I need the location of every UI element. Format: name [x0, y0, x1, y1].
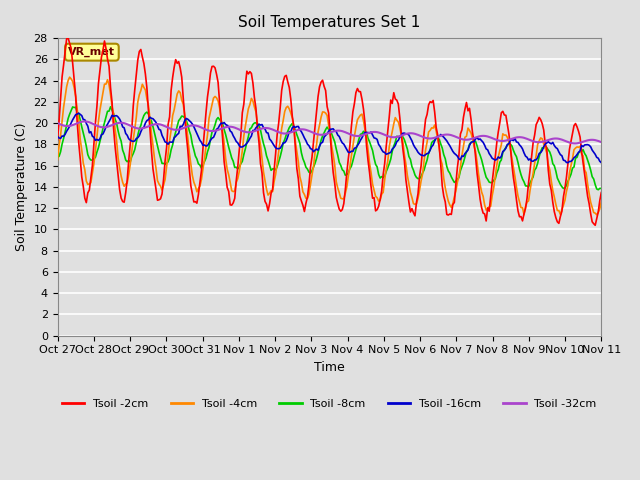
Text: VR_met: VR_met	[68, 47, 115, 57]
Legend: Tsoil -2cm, Tsoil -4cm, Tsoil -8cm, Tsoil -16cm, Tsoil -32cm: Tsoil -2cm, Tsoil -4cm, Tsoil -8cm, Tsoi…	[58, 395, 601, 414]
X-axis label: Time: Time	[314, 361, 345, 374]
Title: Soil Temperatures Set 1: Soil Temperatures Set 1	[238, 15, 420, 30]
Y-axis label: Soil Temperature (C): Soil Temperature (C)	[15, 122, 28, 251]
